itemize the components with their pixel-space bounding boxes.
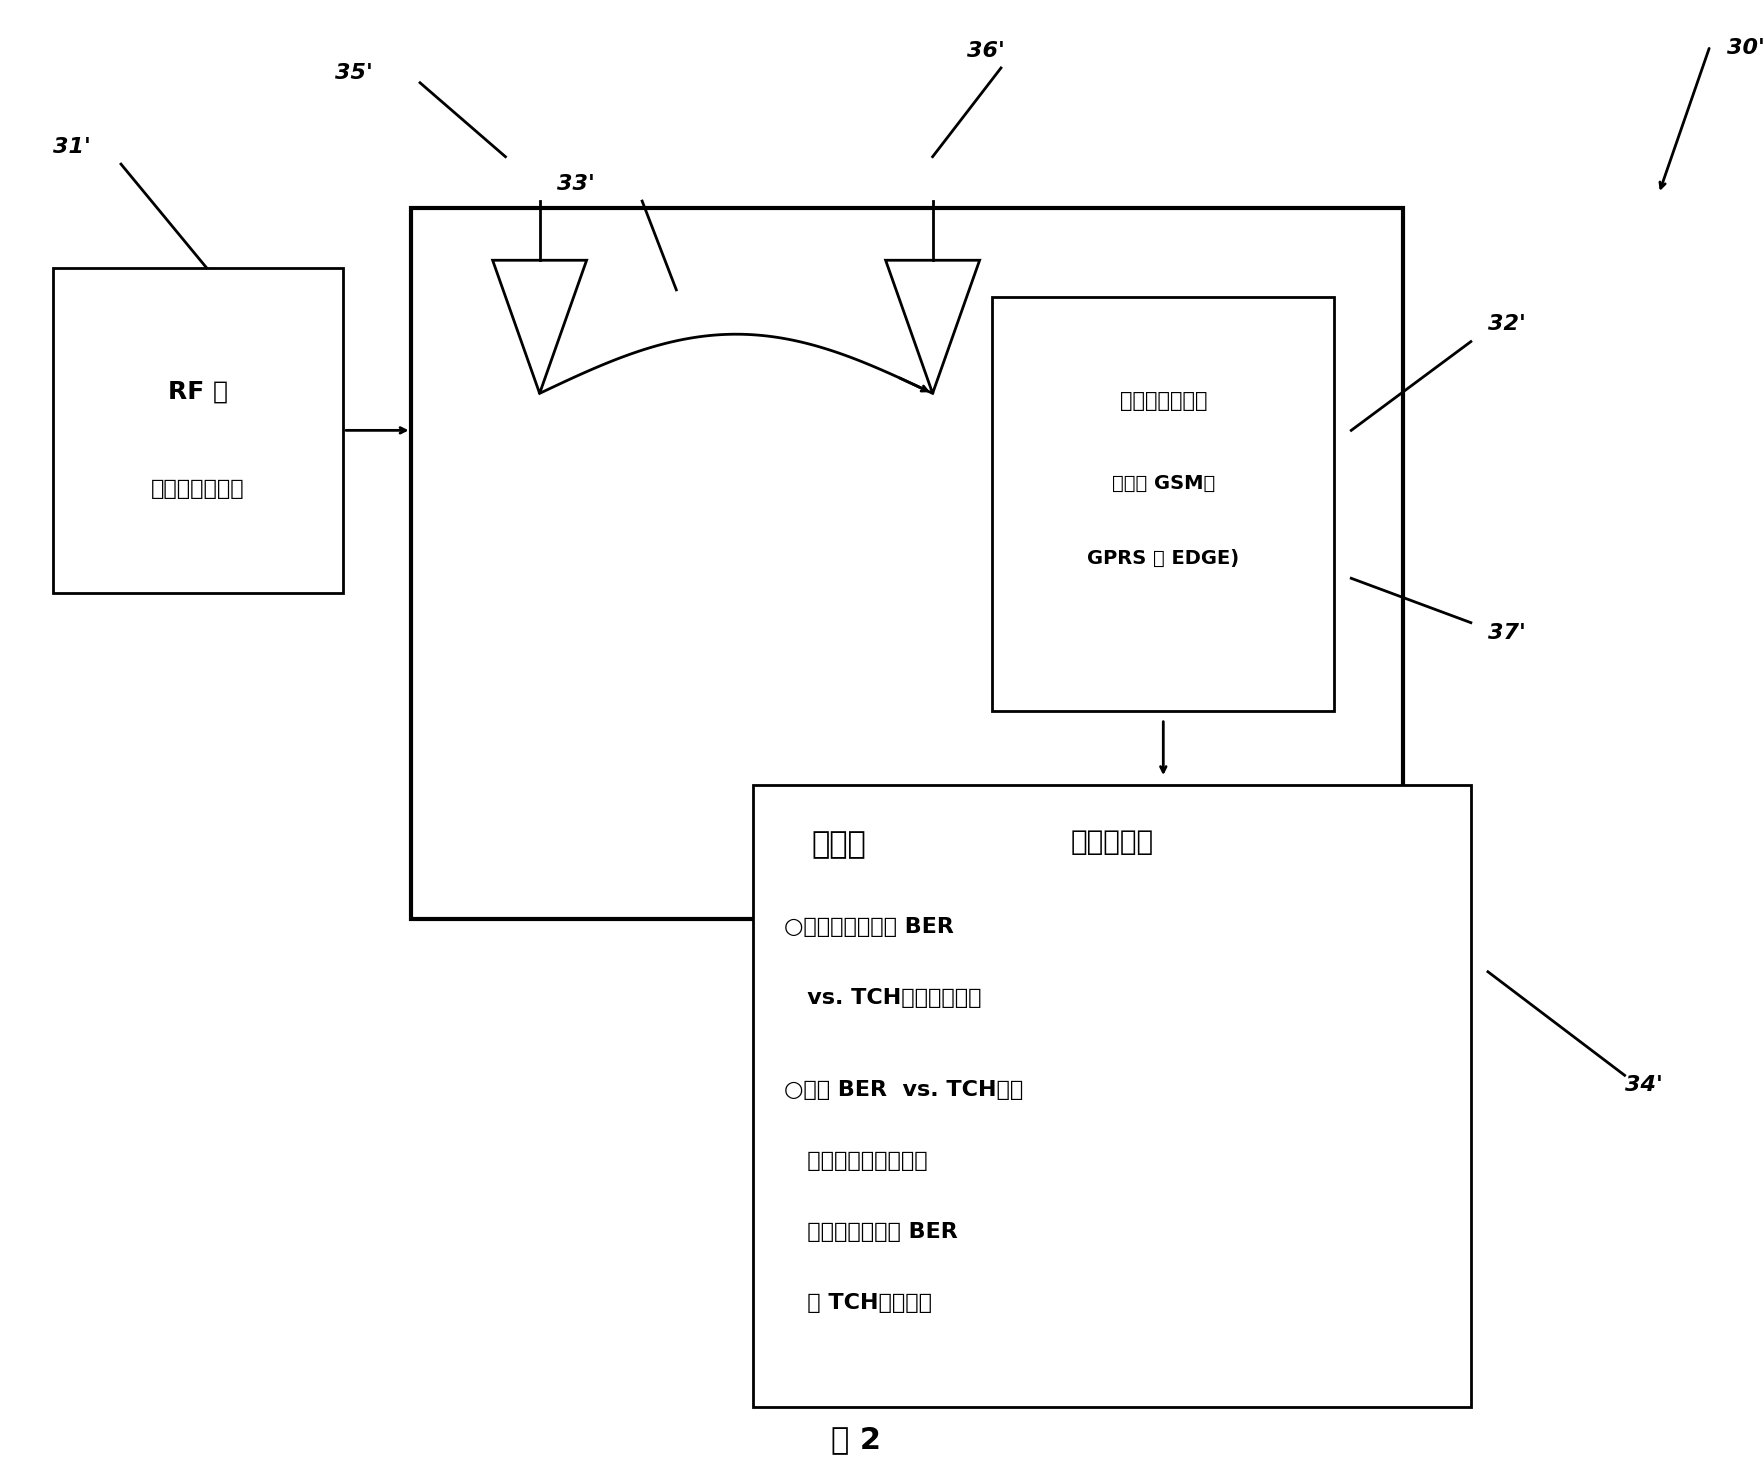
Text: 信道中所希望的 BER: 信道中所希望的 BER — [785, 1223, 957, 1242]
Bar — [753, 785, 1470, 1406]
Text: （例如 GSM、: （例如 GSM、 — [1112, 474, 1215, 494]
Text: 31': 31' — [53, 136, 90, 157]
Bar — [411, 209, 1403, 919]
Text: 34': 34' — [1625, 1076, 1663, 1095]
Text: 36': 36' — [966, 40, 1005, 61]
Polygon shape — [492, 261, 587, 393]
Text: 35': 35' — [335, 62, 372, 83]
Text: ○确定初始信道的 BER: ○确定初始信道的 BER — [785, 917, 954, 937]
Text: （基站仿真器）: （基站仿真器） — [152, 479, 245, 499]
Text: 32': 32' — [1488, 314, 1525, 335]
Text: 测试控制器: 测试控制器 — [1070, 827, 1153, 855]
Polygon shape — [885, 261, 980, 393]
Text: 消声室: 消声室 — [811, 830, 866, 860]
Text: RF 源: RF 源 — [167, 379, 227, 403]
Bar — [993, 298, 1335, 711]
Text: ○使用 BER  vs. TCH功率: ○使用 BER vs. TCH功率 — [785, 1080, 1023, 1100]
Bar — [53, 268, 344, 593]
Text: vs. TCH功率电平函数: vs. TCH功率电平函数 — [785, 988, 982, 1008]
Text: GPRS 、 EDGE): GPRS 、 EDGE) — [1088, 548, 1239, 568]
Text: 37': 37' — [1488, 622, 1525, 643]
Text: 电平函数来确定随后: 电平函数来确定随后 — [785, 1152, 927, 1171]
Text: 图 2: 图 2 — [830, 1426, 882, 1454]
Text: 30': 30' — [1728, 39, 1763, 58]
Text: 的 TCH功率电平: 的 TCH功率电平 — [785, 1294, 933, 1313]
Text: 手持设备接收机: 手持设备接收机 — [1120, 391, 1208, 411]
Text: 33': 33' — [557, 173, 594, 194]
